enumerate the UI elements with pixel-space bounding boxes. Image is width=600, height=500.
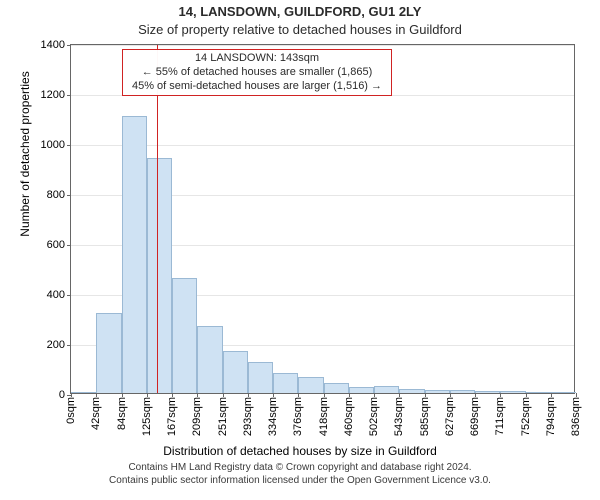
y-tick-label: 200: [47, 339, 65, 351]
histogram-bar: [450, 390, 475, 393]
x-tick-label: 418sqm: [318, 397, 330, 436]
histogram-bar: [147, 158, 172, 393]
chart-container: 14, LANSDOWN, GUILDFORD, GU1 2LY Size of…: [0, 0, 600, 500]
x-tick-label: 543sqm: [393, 397, 405, 436]
chart-title: 14, LANSDOWN, GUILDFORD, GU1 2LY: [0, 4, 600, 19]
x-tick-label: 669sqm: [469, 397, 481, 436]
y-tick-label: 400: [47, 289, 65, 301]
footer-line-1: Contains HM Land Registry data © Crown c…: [0, 462, 600, 475]
histogram-bar: [298, 377, 323, 393]
x-tick-label: 502sqm: [368, 397, 380, 436]
x-tick-label: 84sqm: [116, 397, 128, 430]
histogram-bar: [197, 326, 222, 394]
histogram-bar: [324, 383, 349, 393]
histogram-bar: [248, 362, 273, 393]
x-tick-label: 209sqm: [191, 397, 203, 436]
legend-line-2: ← 55% of detached houses are smaller (1,…: [127, 66, 387, 80]
x-tick-label: 794sqm: [545, 397, 557, 436]
y-tick-label: 1000: [41, 139, 65, 151]
histogram-bar: [500, 391, 525, 393]
x-tick-label: 376sqm: [292, 397, 304, 436]
histogram-bar: [273, 373, 298, 393]
x-tick-label: 293sqm: [242, 397, 254, 436]
grid-line: [71, 45, 574, 46]
y-tick: [67, 295, 71, 296]
x-tick-label: 752sqm: [520, 397, 532, 436]
histogram-bar: [122, 116, 147, 394]
legend-line-3: 45% of semi-detached houses are larger (…: [127, 80, 387, 94]
x-axis-label: Distribution of detached houses by size …: [0, 444, 600, 458]
histogram-bar: [374, 386, 399, 394]
chart-subtitle: Size of property relative to detached ho…: [0, 22, 600, 37]
x-tick-label: 460sqm: [343, 397, 355, 436]
histogram-bar: [475, 391, 500, 394]
y-axis-label: Number of detached properties: [18, 0, 32, 329]
footer-line-2: Contains public sector information licen…: [0, 475, 600, 488]
x-tick-label: 42sqm: [90, 397, 102, 430]
plot-area: 02004006008001000120014000sqm42sqm84sqm1…: [70, 44, 575, 394]
x-tick-label: 585sqm: [419, 397, 431, 436]
histogram-bar: [349, 387, 374, 393]
histogram-bar: [223, 351, 248, 394]
histogram-bar: [551, 392, 576, 393]
histogram-bar: [425, 390, 450, 394]
x-tick-label: 125sqm: [141, 397, 153, 436]
x-tick-label: 334sqm: [267, 397, 279, 436]
x-tick-label: 711sqm: [494, 397, 506, 435]
histogram-bar: [71, 392, 96, 393]
marker-legend: 14 LANSDOWN: 143sqm ← 55% of detached ho…: [122, 49, 392, 96]
histogram-bar: [172, 278, 197, 393]
y-tick-label: 1400: [41, 39, 65, 51]
legend-line-1: 14 LANSDOWN: 143sqm: [127, 52, 387, 66]
y-tick-label: 1200: [41, 89, 65, 101]
x-tick-label: 0sqm: [65, 397, 77, 424]
y-tick-label: 600: [47, 239, 65, 251]
histogram-bar: [96, 313, 121, 393]
y-tick: [67, 95, 71, 96]
x-tick-label: 836sqm: [570, 397, 582, 436]
y-tick: [67, 345, 71, 346]
x-tick-label: 167sqm: [166, 397, 178, 436]
y-tick: [67, 195, 71, 196]
y-tick: [67, 45, 71, 46]
y-tick: [67, 245, 71, 246]
x-tick-label: 627sqm: [444, 397, 456, 436]
x-tick-label: 251sqm: [217, 397, 229, 436]
histogram-bar: [526, 392, 551, 394]
histogram-bar: [399, 389, 424, 394]
attribution-footer: Contains HM Land Registry data © Crown c…: [0, 462, 600, 487]
property-marker-line: [157, 45, 158, 393]
y-tick-label: 800: [47, 189, 65, 201]
y-tick: [67, 145, 71, 146]
